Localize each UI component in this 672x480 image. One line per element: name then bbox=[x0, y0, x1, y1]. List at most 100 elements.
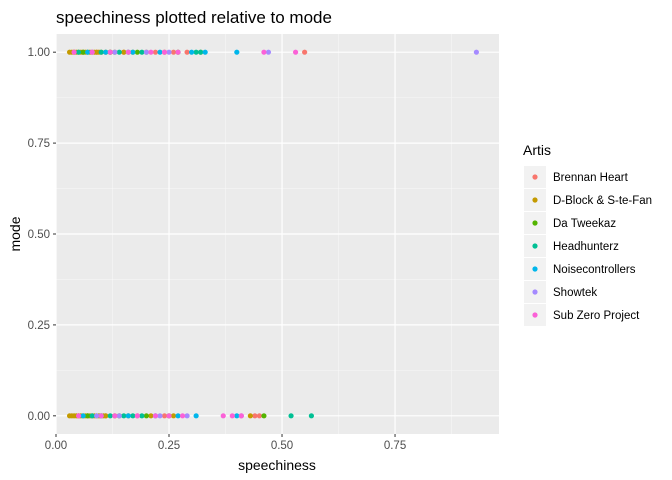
point-sub-zero-project bbox=[161, 49, 168, 55]
point-noisecontrollers bbox=[85, 49, 91, 55]
point-sub-zero-project bbox=[238, 413, 244, 419]
y-axis-title: mode bbox=[7, 216, 23, 251]
point-sub-zero-project bbox=[98, 413, 104, 419]
point-sub-zero-project bbox=[229, 413, 235, 419]
x-axis-title: speechiness bbox=[238, 457, 316, 473]
legend-item-d-block-s-te-fan: D-Block & S-te-Fan bbox=[524, 189, 652, 211]
legend-label-brennan-heart: Brennan Heart bbox=[553, 172, 629, 184]
point-brennan-heart bbox=[161, 413, 168, 419]
point-sub-zero-project bbox=[175, 49, 181, 55]
point-noisecontrollers bbox=[130, 49, 136, 55]
legend-label-headhunterz: Headhunterz bbox=[553, 241, 619, 253]
legend-key-brennan-heart bbox=[532, 174, 538, 180]
legend-item-noisecontrollers: Noisecontrollers bbox=[524, 258, 636, 280]
legend-key-sub-zero-project bbox=[532, 312, 538, 318]
legend-key-d-block-s-te-fan bbox=[532, 197, 538, 203]
point-headhunterz bbox=[116, 49, 122, 55]
point-showtek bbox=[94, 413, 100, 419]
legend-key-da-tweekaz bbox=[532, 220, 538, 226]
point-showtek bbox=[116, 413, 122, 419]
legend-label-showtek: Showtek bbox=[553, 287, 597, 299]
point-sub-zero-project bbox=[125, 49, 131, 55]
point-brennan-heart bbox=[184, 49, 190, 55]
point-sub-zero-project bbox=[148, 49, 154, 55]
point-headhunterz bbox=[98, 49, 104, 55]
point-headhunterz bbox=[288, 413, 294, 419]
point-noisecontrollers bbox=[175, 413, 181, 419]
legend-title: Artis bbox=[523, 142, 551, 158]
point-brennan-heart bbox=[152, 49, 159, 55]
legend-key-noisecontrollers bbox=[532, 266, 538, 272]
y-tick-label: 1.00 bbox=[28, 47, 50, 59]
point-sub-zero-project bbox=[292, 49, 299, 55]
point-headhunterz bbox=[308, 413, 315, 419]
y-tick-label: 0.00 bbox=[28, 411, 50, 423]
point-sub-zero-project bbox=[166, 413, 172, 419]
point-showtek bbox=[112, 49, 118, 55]
legend-key-headhunterz bbox=[532, 243, 538, 249]
point-da-tweekaz bbox=[80, 49, 86, 55]
y-axis-ticks: 0.00 0.25 0.50 0.75 1.00 bbox=[28, 47, 56, 423]
gridlines bbox=[55, 34, 499, 434]
point-noisecontrollers bbox=[157, 49, 163, 55]
legend-items: Brennan Heart D-Block & S-te-Fan Da Tweeka… bbox=[524, 166, 652, 326]
point-noisecontrollers bbox=[103, 49, 109, 55]
x-tick-label: 0.25 bbox=[158, 440, 180, 452]
point-headhunterz bbox=[193, 49, 199, 55]
point-headhunterz bbox=[107, 413, 113, 419]
point-sub-zero-project bbox=[71, 49, 77, 55]
point-sub-zero-project bbox=[107, 49, 113, 55]
x-tick-label: 0.00 bbox=[45, 440, 67, 452]
legend: Artis Brennan Heart D-Block & S-te-Fan Da … bbox=[523, 142, 652, 326]
point-sub-zero-project bbox=[76, 413, 82, 419]
x-axis-ticks: 0.00 0.25 0.50 0.75 bbox=[45, 434, 406, 452]
point-da-tweekaz bbox=[85, 413, 91, 419]
point-sub-zero-project bbox=[261, 49, 267, 55]
point-showtek bbox=[166, 49, 172, 55]
point-da-tweekaz bbox=[261, 413, 267, 419]
point-d-block-s-te-fan bbox=[103, 413, 109, 419]
y-tick-label: 0.25 bbox=[28, 320, 50, 332]
point-showtek bbox=[143, 49, 150, 55]
point-noisecontrollers bbox=[193, 413, 199, 419]
y-tick-label: 0.75 bbox=[28, 138, 50, 150]
x-tick-label: 0.50 bbox=[271, 440, 293, 452]
legend-item-da-tweekaz: Da Tweekaz bbox=[524, 212, 616, 234]
point-headhunterz bbox=[130, 413, 136, 419]
point-da-tweekaz bbox=[143, 413, 150, 419]
legend-label-d-block-s-te-fan: D-Block & S-te-Fan bbox=[553, 195, 652, 207]
point-headhunterz bbox=[121, 413, 127, 419]
point-showtek bbox=[265, 49, 272, 55]
point-sub-zero-project bbox=[179, 413, 186, 419]
chart-title: speechiness plotted relative to mode bbox=[56, 8, 332, 27]
y-tick-label: 0.50 bbox=[28, 229, 50, 241]
legend-item-headhunterz: Headhunterz bbox=[524, 235, 619, 257]
point-brennan-heart bbox=[302, 49, 308, 55]
point-sub-zero-project bbox=[152, 413, 159, 419]
point-brennan-heart bbox=[256, 413, 263, 419]
point-d-block-s-te-fan bbox=[121, 49, 127, 55]
point-noisecontrollers bbox=[202, 49, 208, 55]
legend-item-showtek: Showtek bbox=[524, 281, 597, 303]
point-headhunterz bbox=[139, 413, 145, 419]
point-noisecontrollers bbox=[234, 49, 240, 55]
point-showtek bbox=[473, 49, 479, 55]
legend-item-brennan-heart: Brennan Heart bbox=[524, 166, 629, 188]
point-da-tweekaz bbox=[134, 49, 140, 55]
legend-label-sub-zero-project: Sub Zero Project bbox=[553, 310, 640, 322]
point-d-block-s-te-fan bbox=[247, 413, 253, 419]
point-headhunterz bbox=[139, 49, 145, 55]
point-brennan-heart bbox=[252, 413, 258, 419]
point-d-block-s-te-fan bbox=[148, 413, 154, 419]
legend-item-sub-zero-project: Sub Zero Project bbox=[524, 304, 640, 326]
data-points bbox=[66, 49, 479, 419]
point-noisecontrollers bbox=[189, 49, 195, 55]
point-sub-zero-project bbox=[220, 413, 226, 419]
point-noisecontrollers bbox=[125, 413, 131, 419]
point-d-block-s-te-fan bbox=[170, 413, 177, 419]
point-showtek bbox=[157, 413, 163, 419]
point-noisecontrollers bbox=[234, 413, 240, 419]
legend-label-da-tweekaz: Da Tweekaz bbox=[553, 218, 616, 230]
point-brennan-heart bbox=[170, 49, 177, 55]
point-showtek bbox=[184, 413, 190, 419]
